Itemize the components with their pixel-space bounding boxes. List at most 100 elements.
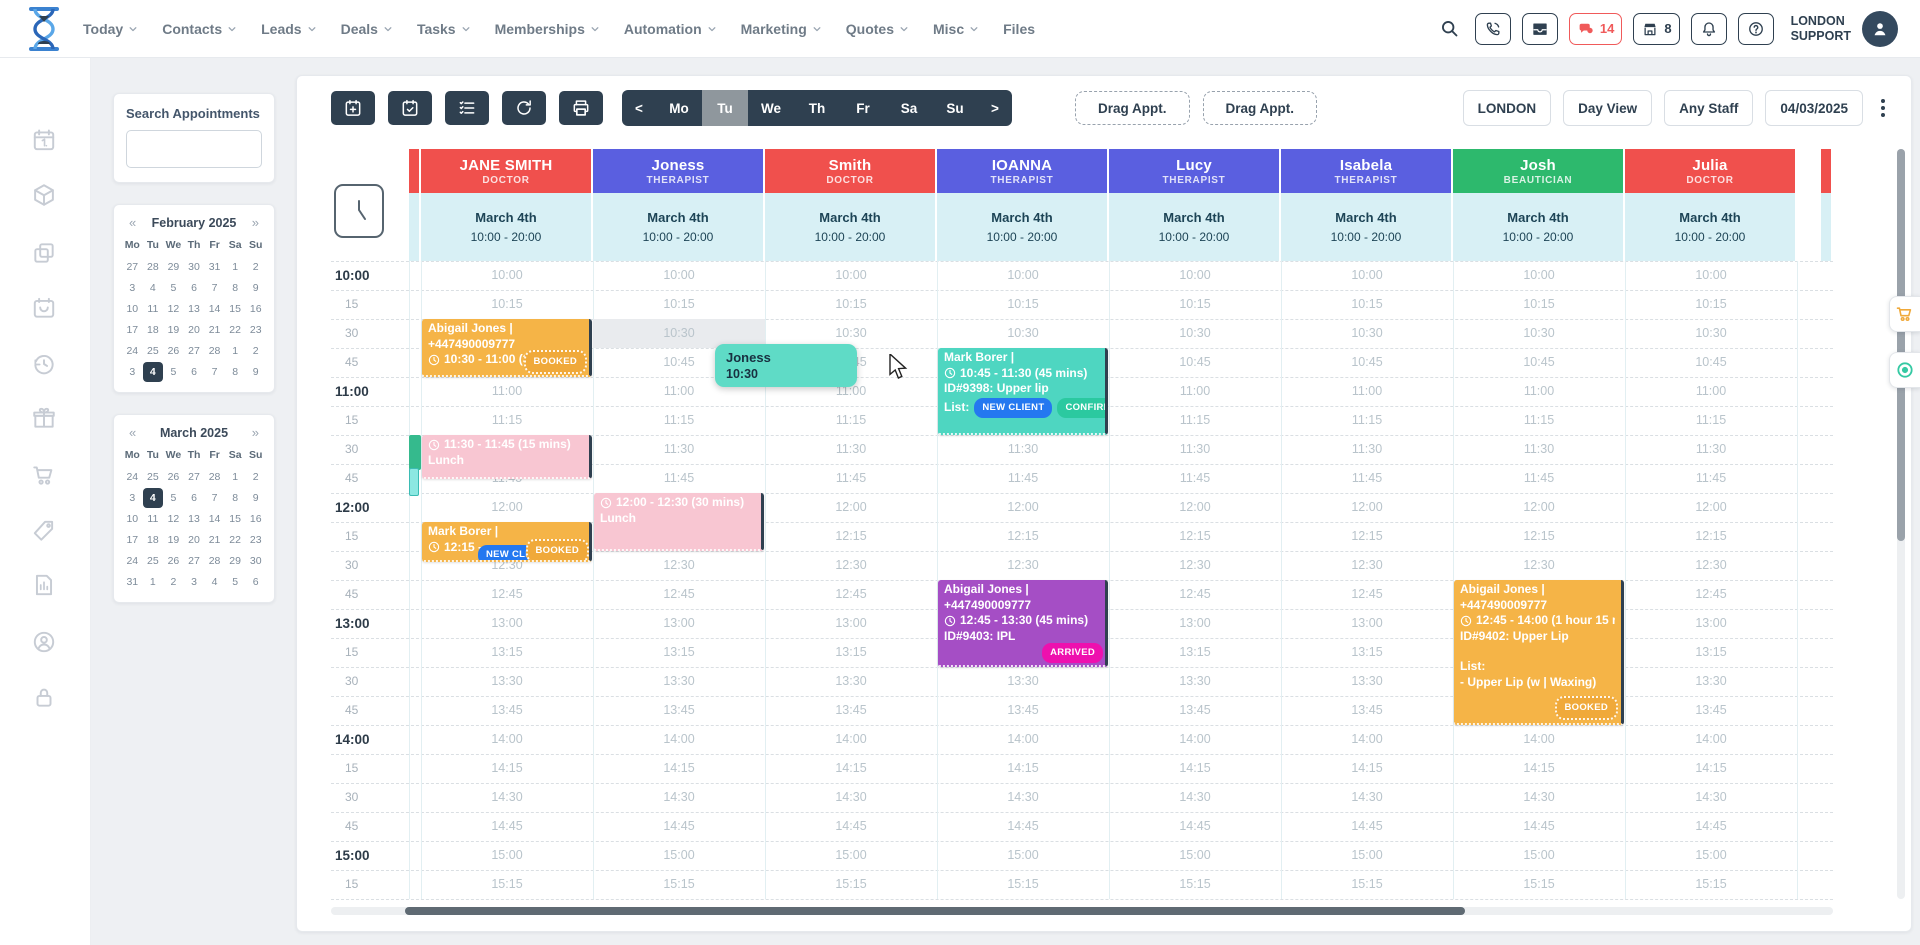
- slot-time-label[interactable]: 11:00: [491, 384, 523, 398]
- calendar-day[interactable]: 6: [191, 492, 197, 504]
- call-button[interactable]: [1474, 12, 1511, 45]
- slot-time-label[interactable]: 12:15: [1179, 529, 1211, 543]
- slot-time-label[interactable]: 13:45: [1179, 703, 1211, 717]
- slot-time-label[interactable]: 13:15: [663, 645, 695, 659]
- slot-time-label[interactable]: 11:30: [1351, 442, 1383, 456]
- slot-time-label[interactable]: 13:45: [835, 703, 867, 717]
- sidebar-price-tag-icon[interactable]: [31, 518, 59, 546]
- slot-time-label[interactable]: 11:15: [1351, 413, 1383, 427]
- calendar-day[interactable]: 23: [249, 534, 262, 546]
- calendar-day[interactable]: 7: [211, 366, 218, 378]
- calendar-day[interactable]: 29: [167, 261, 180, 273]
- calendar-day[interactable]: 31: [126, 576, 139, 588]
- slot-time-label[interactable]: 13:30: [1351, 674, 1383, 688]
- slot-time-label[interactable]: 10:00: [1351, 268, 1383, 282]
- calendar-day[interactable]: 28: [208, 345, 221, 357]
- sidebar-calendar-icon[interactable]: [31, 127, 59, 155]
- slot-time-label[interactable]: 14:15: [1695, 761, 1727, 775]
- inbox-button[interactable]: [1521, 12, 1558, 45]
- calendar-day[interactable]: 6: [252, 576, 259, 588]
- sidebar-customer-icon[interactable]: [31, 629, 59, 657]
- slot-time-label[interactable]: 11:45: [1523, 471, 1555, 485]
- slot-time-label[interactable]: 11:00: [663, 384, 695, 398]
- calendar-day[interactable]: 1: [232, 261, 239, 273]
- slot-time-label[interactable]: 14:15: [835, 761, 867, 775]
- calendar-day[interactable]: 26: [167, 555, 180, 567]
- slot-time-label[interactable]: 13:45: [1351, 703, 1383, 717]
- slot-time-label[interactable]: 11:00: [1695, 384, 1727, 398]
- slot-time-label[interactable]: 10:00: [1007, 268, 1039, 282]
- slot-time-label[interactable]: 12:30: [835, 558, 867, 572]
- slot-time-label[interactable]: 15:00: [1523, 848, 1555, 862]
- nav-item-files[interactable]: Files: [1003, 21, 1035, 37]
- slot-time-label[interactable]: 14:15: [491, 761, 523, 775]
- calendar-day[interactable]: 8: [232, 282, 239, 294]
- slot-time-label[interactable]: 14:00: [663, 732, 695, 746]
- pos-button[interactable]: 8: [1633, 12, 1680, 45]
- calendar-day[interactable]: 3: [129, 366, 136, 378]
- slot-time-label[interactable]: 14:15: [1007, 761, 1039, 775]
- calendar-day[interactable]: 1: [232, 345, 239, 357]
- slot-time-label[interactable]: 15:15: [835, 877, 867, 891]
- prev-month-button[interactable]: «: [129, 215, 137, 230]
- slot-time-label[interactable]: 14:00: [1007, 732, 1039, 746]
- calendar-day[interactable]: 26: [167, 345, 180, 357]
- slot-time-label[interactable]: 13:45: [1695, 703, 1727, 717]
- sidebar-history-icon[interactable]: [31, 351, 59, 379]
- slot-time-label[interactable]: 15:15: [1179, 877, 1211, 891]
- app-logo[interactable]: [22, 6, 66, 52]
- calendar-day[interactable]: 15: [229, 513, 241, 525]
- calendar-day[interactable]: 27: [188, 555, 200, 567]
- slot-time-label[interactable]: 11:15: [1179, 413, 1211, 427]
- calendar-day[interactable]: 9: [252, 492, 259, 504]
- slot-time-label[interactable]: 13:00: [1179, 616, 1211, 630]
- calendar-day[interactable]: 12: [167, 513, 180, 525]
- slot-time-label[interactable]: 13:15: [1695, 645, 1727, 659]
- slot-time-label[interactable]: 11:30: [1007, 442, 1039, 456]
- sidebar-package-icon[interactable]: [31, 182, 59, 210]
- calendar-day[interactable]: 9: [252, 366, 259, 378]
- refresh-button[interactable]: [502, 91, 546, 125]
- slot-time-label[interactable]: 10:00: [1179, 268, 1211, 282]
- slot-time-label[interactable]: 10:00: [1695, 268, 1727, 282]
- calendar-day[interactable]: 24: [126, 345, 139, 357]
- notifications-button[interactable]: [1690, 12, 1727, 45]
- slot-time-label[interactable]: 10:30: [1007, 326, 1039, 340]
- slot-time-label[interactable]: 15:15: [1351, 877, 1383, 891]
- slot-time-label[interactable]: 11:15: [835, 413, 867, 427]
- slot-time-label[interactable]: 14:30: [1695, 790, 1727, 804]
- slot-time-label[interactable]: 11:30: [663, 442, 695, 456]
- sidebar-shopping-calendar-icon[interactable]: [31, 295, 59, 323]
- slot-time-label[interactable]: 13:30: [835, 674, 867, 688]
- date-picker[interactable]: 04/03/2025: [1765, 90, 1863, 126]
- slot-time-label[interactable]: 11:15: [491, 413, 523, 427]
- slot-time-label[interactable]: 10:15: [1351, 297, 1383, 311]
- calendar-day[interactable]: 25: [147, 555, 159, 567]
- slot-time-label[interactable]: 12:00: [491, 500, 523, 514]
- slot-time-label[interactable]: 12:15: [1523, 529, 1555, 543]
- slot-time-label[interactable]: 11:45: [1695, 471, 1727, 485]
- calendar-day[interactable]: 14: [208, 513, 221, 525]
- calendar-day[interactable]: 2: [170, 576, 177, 588]
- slot-time-label[interactable]: 12:30: [1695, 558, 1727, 572]
- slot-time-label[interactable]: 10:45: [1179, 355, 1211, 369]
- messages-button[interactable]: 14: [1568, 12, 1623, 45]
- calendar-day[interactable]: 21: [208, 324, 221, 336]
- calendar-day[interactable]: 19: [167, 534, 180, 546]
- prev-month-button[interactable]: «: [129, 425, 137, 440]
- calendar-day[interactable]: 22: [229, 324, 241, 336]
- slot-time-label[interactable]: 14:45: [663, 819, 695, 833]
- calendar-day[interactable]: 18: [147, 324, 159, 336]
- day-tab-we[interactable]: We: [760, 100, 781, 116]
- slot-time-label[interactable]: 13:45: [663, 703, 695, 717]
- day-tab-su[interactable]: Su: [946, 100, 964, 116]
- calendar-day[interactable]: 27: [188, 471, 200, 483]
- slot-time-label[interactable]: 10:30: [663, 326, 695, 340]
- slot-time-label[interactable]: 10:15: [1695, 297, 1727, 311]
- calendar-day[interactable]: 26: [167, 471, 180, 483]
- calendar-day[interactable]: 7: [211, 492, 218, 504]
- nav-item-contacts[interactable]: Contacts: [162, 21, 237, 37]
- day-tab-mo[interactable]: Mo: [669, 100, 689, 116]
- search-appointments-input[interactable]: [126, 130, 262, 168]
- slot-time-label[interactable]: 13:30: [491, 674, 523, 688]
